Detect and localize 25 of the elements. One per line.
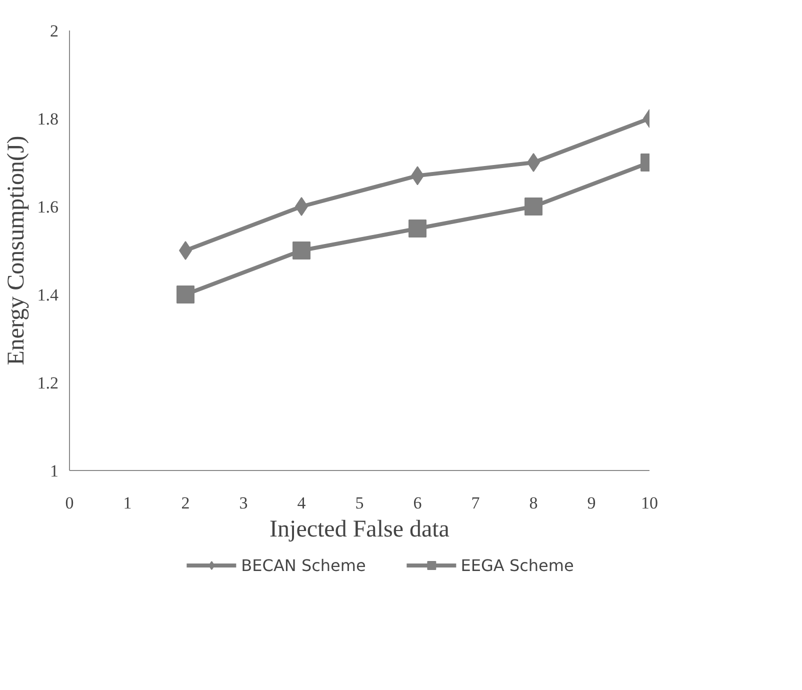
point: [292, 242, 310, 260]
x-tick-label: 1: [123, 494, 132, 512]
y-tick-label: 1.6: [37, 198, 58, 216]
y-tick-label: 2: [50, 22, 58, 40]
legend-label: EEGA Scheme: [460, 556, 574, 574]
legend-label: BECAN Scheme: [241, 556, 366, 574]
point: [408, 220, 426, 238]
x-tick-label: 5: [355, 494, 364, 512]
x-tick-label: 8: [529, 494, 538, 512]
y-axis-title: Energy Consumption(J): [3, 136, 30, 366]
y-tick-label: 1.4: [37, 286, 59, 304]
x-tick-label: 3: [239, 494, 248, 512]
x-axis-title: Injected False data: [270, 516, 450, 542]
y-tick-label: 1.8: [37, 110, 58, 128]
x-tick-label: 2: [181, 494, 190, 512]
y-tick-label: 1.2: [37, 374, 58, 392]
x-tick-label: 6: [413, 494, 422, 512]
x-tick-label: 0: [65, 494, 74, 512]
x-tick-label: 7: [471, 494, 480, 512]
y-tick-label: 1: [50, 462, 58, 480]
point: [524, 198, 542, 216]
x-tick-label: 10: [641, 494, 658, 512]
point: [176, 286, 194, 304]
x-tick-label: 4: [297, 494, 306, 512]
x-tick-label: 9: [587, 494, 596, 512]
